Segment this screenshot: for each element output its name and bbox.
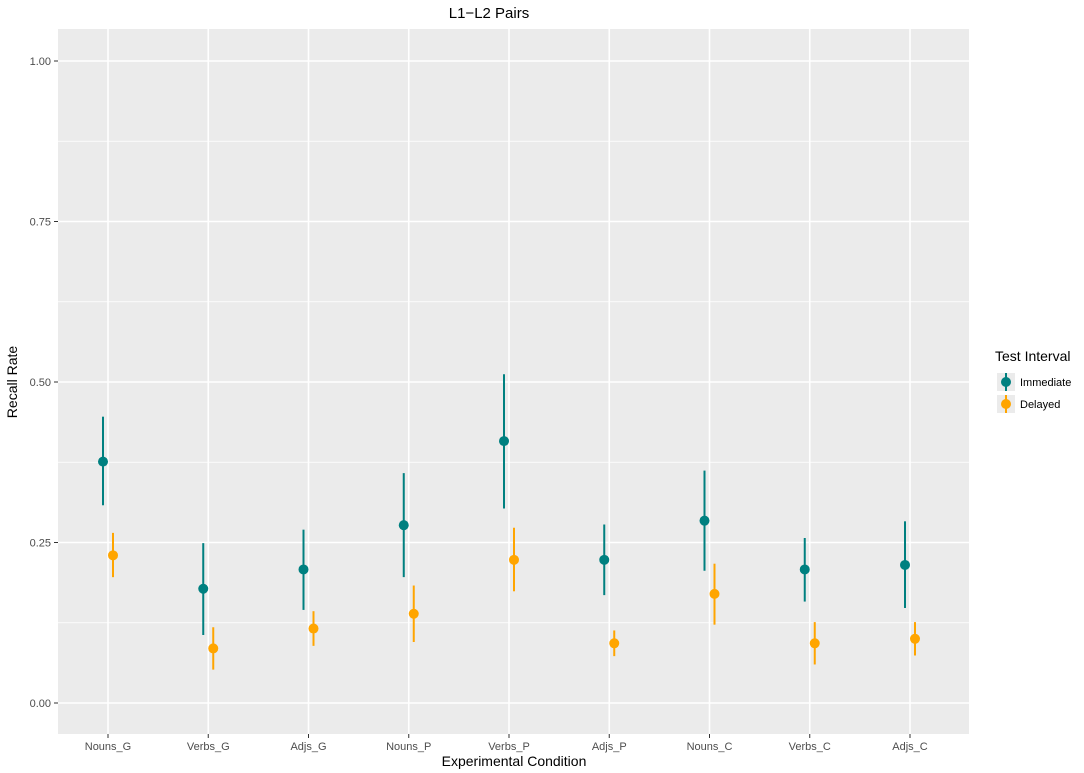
y-tick-label: 0.25 xyxy=(30,538,51,550)
data-point xyxy=(709,588,720,599)
data-point xyxy=(699,515,710,526)
x-tick-label: Nouns_G xyxy=(85,741,131,753)
y-axis: 0.00 0.25 0.50 0.75 1.00 xyxy=(30,56,58,710)
x-tick-label: Nouns_C xyxy=(687,741,733,753)
legend-key-point xyxy=(1001,377,1011,387)
x-tick-label: Adjs_C xyxy=(892,741,928,753)
data-point xyxy=(509,554,519,565)
x-tick-label: Verbs_C xyxy=(789,741,831,753)
data-point xyxy=(910,633,920,644)
data-point xyxy=(98,456,108,467)
data-point xyxy=(108,550,118,561)
data-point xyxy=(198,583,209,594)
series-delayed xyxy=(108,527,920,670)
data-marks xyxy=(98,374,920,670)
data-point xyxy=(398,520,409,531)
y-tick-label: 0.00 xyxy=(30,698,51,710)
y-tick-label: 0.75 xyxy=(30,217,51,229)
data-point xyxy=(208,643,219,654)
y-axis-title: Recall Rate xyxy=(4,346,20,419)
gridlines xyxy=(58,29,969,734)
legend: Test Interval Immediate Delayed xyxy=(995,348,1071,413)
legend-title: Test Interval xyxy=(995,348,1070,364)
data-point xyxy=(809,638,820,649)
x-tick-label: Adjs_G xyxy=(290,741,326,753)
data-point xyxy=(599,554,610,565)
data-point xyxy=(900,559,910,570)
data-point xyxy=(799,564,810,575)
data-point xyxy=(609,638,620,649)
x-axis: Nouns_G Verbs_G Adjs_G Nouns_P Verbs_P Adjs_P… xyxy=(85,734,928,753)
data-point xyxy=(499,436,509,447)
legend-label: Immediate xyxy=(1020,377,1071,389)
data-point xyxy=(298,564,309,575)
x-tick-label: Verbs_G xyxy=(187,741,230,753)
data-point xyxy=(408,608,419,619)
y-tick-label: 0.50 xyxy=(30,377,51,389)
x-tick-label: Adjs_P xyxy=(592,741,627,753)
chart-title: L1−L2 Pairs xyxy=(449,5,529,22)
legend-key-point xyxy=(1001,399,1011,409)
series-immediate xyxy=(98,374,910,635)
legend-label: Delayed xyxy=(1020,399,1060,411)
x-tick-label: Verbs_P xyxy=(488,741,530,753)
x-tick-label: Nouns_P xyxy=(386,741,431,753)
y-tick-label: 1.00 xyxy=(30,56,51,68)
x-axis-title: Experimental Condition xyxy=(442,753,587,769)
data-point xyxy=(308,623,319,634)
